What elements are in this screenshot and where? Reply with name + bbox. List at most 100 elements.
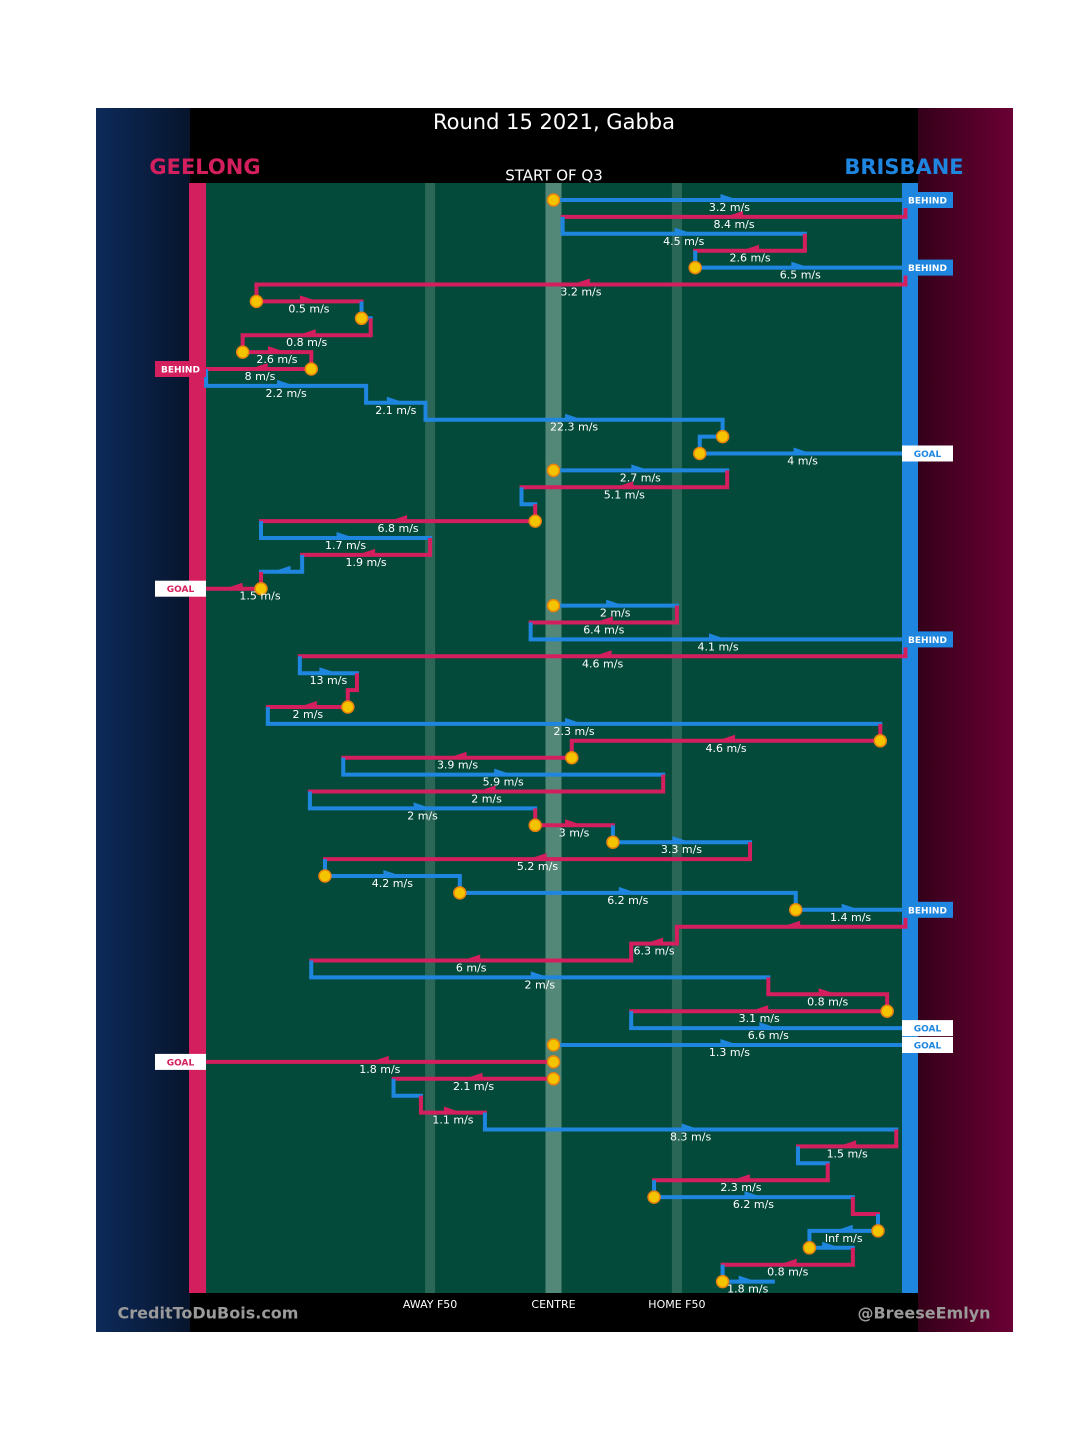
arrow [750, 1005, 769, 1012]
turnover-dot [546, 598, 561, 613]
speed-label: 0.8 m/s [807, 995, 848, 1008]
speed-label: 3.3 m/s [661, 843, 702, 856]
turnover-dot [565, 750, 579, 765]
subtitle: START OF Q3 [505, 167, 603, 185]
arrow [494, 768, 513, 775]
speed-label: 0.5 m/s [288, 302, 329, 315]
speed-label: 1.8 m/s [727, 1283, 768, 1296]
speed-label: 2.1 m/s [453, 1080, 494, 1093]
chains [204, 194, 908, 1284]
outcome-tag [155, 1053, 206, 1070]
outcome-tag [902, 259, 953, 276]
speed-label: 8.3 m/s [670, 1131, 711, 1144]
turnover-dot [528, 514, 542, 528]
arrow [593, 650, 612, 657]
arrow [594, 616, 613, 623]
turnover-dot [788, 903, 803, 917]
arrow [709, 633, 728, 640]
speed-label: 8.4 m/s [713, 218, 754, 231]
outcome-tag [902, 631, 953, 648]
arrow [383, 870, 402, 876]
speed-label: 5.9 m/s [483, 776, 524, 789]
arrow [530, 971, 549, 978]
speed-label: 1.8 m/s [359, 1063, 400, 1076]
x-tick-label: HOME F50 [648, 1298, 705, 1311]
arrow [720, 1039, 739, 1045]
credit: CreditToDuBois.com [118, 1304, 299, 1323]
speed-label: 0.8 m/s [767, 1266, 808, 1279]
arrow [838, 1140, 857, 1147]
speed-label: 3.2 m/s [560, 286, 601, 299]
speed-label: 2 m/s [471, 793, 502, 806]
speed-label: 3.1 m/s [739, 1012, 780, 1025]
speed-label: 3.2 m/s [709, 201, 750, 214]
outcome-label: GOAL [914, 450, 942, 460]
turnover-dot [873, 734, 888, 748]
speed-label: 0.8 m/s [286, 336, 327, 349]
outcome-tag [155, 361, 206, 377]
outcome-tag [155, 580, 206, 597]
turnover-dot [715, 1274, 730, 1289]
turnover-dot [715, 429, 730, 444]
outcome-label: BEHIND [161, 366, 200, 376]
arrow [565, 717, 584, 724]
speed-label: 4.6 m/s [705, 742, 746, 755]
turnover-dot [871, 1224, 885, 1238]
speed-label: 4.5 m/s [663, 235, 704, 248]
arrow [336, 532, 355, 538]
arrow [822, 1241, 841, 1248]
arrow [297, 329, 316, 336]
credit: @BreeseEmlyn [857, 1304, 990, 1323]
speed-label: 6.2 m/s [733, 1198, 774, 1211]
arrow [477, 785, 496, 792]
speed-label: 2 m/s [524, 978, 555, 991]
speed-label: 6.3 m/s [633, 945, 674, 958]
arrow [462, 954, 481, 961]
team-name: GEELONG [149, 155, 260, 179]
speed-label: 1.1 m/s [432, 1114, 473, 1127]
arrow [448, 751, 467, 758]
arrow [277, 379, 296, 386]
speed-label: 2 m/s [407, 809, 438, 822]
labels: 3.2 m/s BEHIND 8.4 m/s 4.5 m/s 2.6 m/s 6.5 m/… [155, 192, 953, 1296]
speed-label: 1.5 m/s [239, 590, 280, 603]
arrow [778, 1258, 797, 1265]
speed-label: 2.3 m/s [720, 1181, 761, 1194]
arrow [357, 548, 376, 555]
arrow [370, 1055, 389, 1062]
turnover-dot [688, 260, 702, 275]
outcome-label: BEHIND [908, 264, 947, 274]
arrow [565, 413, 584, 420]
arrow [571, 278, 590, 285]
outcome-label: BEHIND [908, 636, 947, 646]
speed-label: 22.3 m/s [550, 421, 598, 434]
turnover-dot [802, 1241, 817, 1255]
speed-label: 4 m/s [787, 455, 818, 468]
turnover-dot [546, 1072, 561, 1086]
speed-label: 1.4 m/s [830, 911, 871, 924]
speed-label: 6.8 m/s [378, 522, 419, 535]
turnovers [235, 193, 894, 1289]
arrow [818, 988, 837, 995]
arrow [565, 819, 584, 826]
arrow [717, 734, 736, 741]
outcome-tag [902, 901, 953, 918]
arrow [272, 565, 291, 572]
arrow [731, 1174, 750, 1181]
turnover-dot [546, 193, 561, 207]
speed-label: 6.2 m/s [607, 894, 648, 907]
arrow [744, 1191, 763, 1198]
turnover-dot [304, 362, 319, 376]
arrow [782, 920, 801, 927]
arrow [793, 447, 812, 454]
x-tick-label: AWAY F50 [403, 1298, 457, 1311]
speed-label: 2 m/s [600, 607, 631, 620]
x-tick-label: CENTRE [531, 1298, 575, 1311]
arrow [224, 582, 243, 589]
speed-label: 3.9 m/s [437, 759, 478, 772]
outcome-tag [902, 192, 953, 208]
arrow [298, 701, 317, 707]
team-name: BRISBANE [844, 155, 963, 179]
speed-label: 2.3 m/s [553, 725, 594, 738]
arrow [389, 515, 408, 522]
